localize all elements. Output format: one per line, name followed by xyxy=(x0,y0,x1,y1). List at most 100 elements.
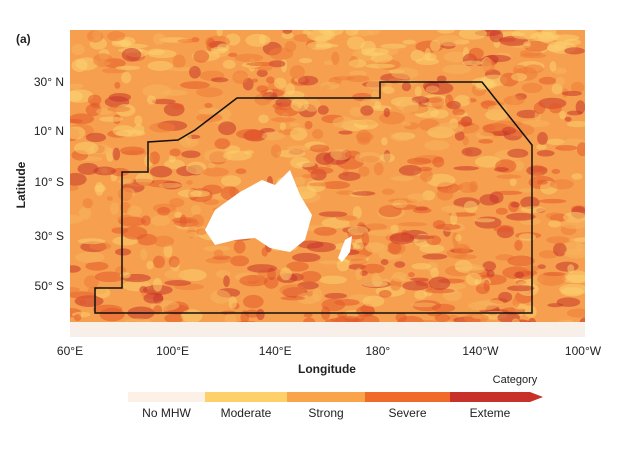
intensity-patch xyxy=(127,205,143,217)
intensity-patch xyxy=(202,167,229,177)
intensity-patch xyxy=(424,140,450,151)
intensity-patch xyxy=(110,202,120,215)
antarctic-strip xyxy=(70,322,585,337)
intensity-patch xyxy=(303,98,321,112)
x-tick-label: 60°E xyxy=(57,344,83,358)
intensity-patch xyxy=(363,223,388,231)
intensity-patch xyxy=(566,121,585,128)
intensity-patch xyxy=(495,207,508,215)
intensity-patch xyxy=(410,49,425,62)
intensity-patch xyxy=(461,147,482,157)
intensity-patch xyxy=(506,285,535,292)
intensity-patch xyxy=(493,224,515,233)
intensity-patch xyxy=(503,95,525,106)
intensity-patch xyxy=(361,232,370,246)
intensity-patch xyxy=(523,265,539,272)
intensity-patch xyxy=(228,295,237,309)
intensity-patch xyxy=(475,283,490,295)
intensity-patch xyxy=(112,147,121,161)
intensity-patch xyxy=(335,215,358,221)
intensity-patch xyxy=(289,65,305,79)
intensity-patch xyxy=(374,101,382,110)
intensity-patch xyxy=(134,115,143,126)
intensity-patch xyxy=(317,105,329,115)
intensity-patch xyxy=(463,313,489,323)
intensity-patch xyxy=(523,64,544,74)
intensity-patch xyxy=(442,64,472,75)
intensity-patch xyxy=(285,83,296,95)
australia xyxy=(205,170,312,252)
intensity-patch xyxy=(383,107,390,118)
intensity-patch xyxy=(149,165,173,178)
intensity-patch xyxy=(315,152,335,165)
intensity-patch xyxy=(365,242,389,254)
intensity-patch xyxy=(286,261,309,272)
intensity-patch xyxy=(549,103,562,114)
intensity-patch xyxy=(74,141,99,155)
intensity-patch xyxy=(177,38,197,43)
intensity-patch xyxy=(177,189,203,198)
intensity-patch xyxy=(360,105,374,116)
intensity-patch xyxy=(367,229,398,237)
intensity-patch xyxy=(373,162,384,176)
intensity-patch xyxy=(378,205,402,218)
intensity-patch xyxy=(431,303,456,313)
intensity-patch xyxy=(161,89,188,96)
intensity-patch xyxy=(164,269,186,279)
intensity-patch xyxy=(545,212,565,220)
intensity-patch xyxy=(307,166,334,175)
intensity-patch xyxy=(426,235,442,246)
intensity-patch xyxy=(346,36,366,50)
intensity-patch xyxy=(230,255,250,267)
intensity-patch xyxy=(70,172,87,186)
intensity-patch xyxy=(351,191,376,196)
intensity-patch xyxy=(546,236,570,244)
legend-swatch xyxy=(287,392,365,402)
intensity-patch xyxy=(256,69,268,78)
intensity-patch xyxy=(153,33,166,45)
intensity-patch xyxy=(487,104,508,114)
intensity-patch xyxy=(90,102,101,108)
intensity-patch xyxy=(125,181,155,187)
intensity-patch xyxy=(70,214,83,224)
intensity-patch xyxy=(185,132,192,146)
y-axis-label: Latitude xyxy=(14,161,28,208)
intensity-patch xyxy=(407,193,426,202)
intensity-patch xyxy=(274,77,287,89)
intensity-patch xyxy=(279,122,286,131)
legend-swatch xyxy=(450,392,530,402)
intensity-patch xyxy=(220,108,232,119)
intensity-patch xyxy=(153,305,163,315)
intensity-patch xyxy=(336,190,356,196)
intensity-patch xyxy=(99,116,123,122)
intensity-patch xyxy=(196,113,223,123)
intensity-patch xyxy=(288,273,304,282)
intensity-patch xyxy=(193,50,210,63)
intensity-patch xyxy=(306,291,313,297)
intensity-patch xyxy=(216,30,223,37)
intensity-patch xyxy=(203,245,231,252)
intensity-patch xyxy=(424,288,455,294)
intensity-patch xyxy=(536,143,547,150)
intensity-patch xyxy=(324,292,348,299)
intensity-patch xyxy=(437,30,455,34)
intensity-patch xyxy=(452,108,465,116)
intensity-patch xyxy=(92,304,123,315)
intensity-patch xyxy=(85,132,106,143)
legend-swatch xyxy=(365,392,450,402)
intensity-patch xyxy=(290,97,309,112)
intensity-patch xyxy=(210,46,228,54)
intensity-patch xyxy=(246,62,275,67)
intensity-patch xyxy=(85,261,109,271)
intensity-patch xyxy=(261,247,268,257)
intensity-patch xyxy=(380,259,389,266)
intensity-patch xyxy=(150,215,171,227)
intensity-patch xyxy=(296,292,320,305)
intensity-patch xyxy=(523,41,531,47)
intensity-patch xyxy=(479,194,499,206)
intensity-patch xyxy=(371,90,380,104)
intensity-patch xyxy=(106,196,113,201)
intensity-patch xyxy=(391,271,407,282)
intensity-patch xyxy=(575,100,585,114)
